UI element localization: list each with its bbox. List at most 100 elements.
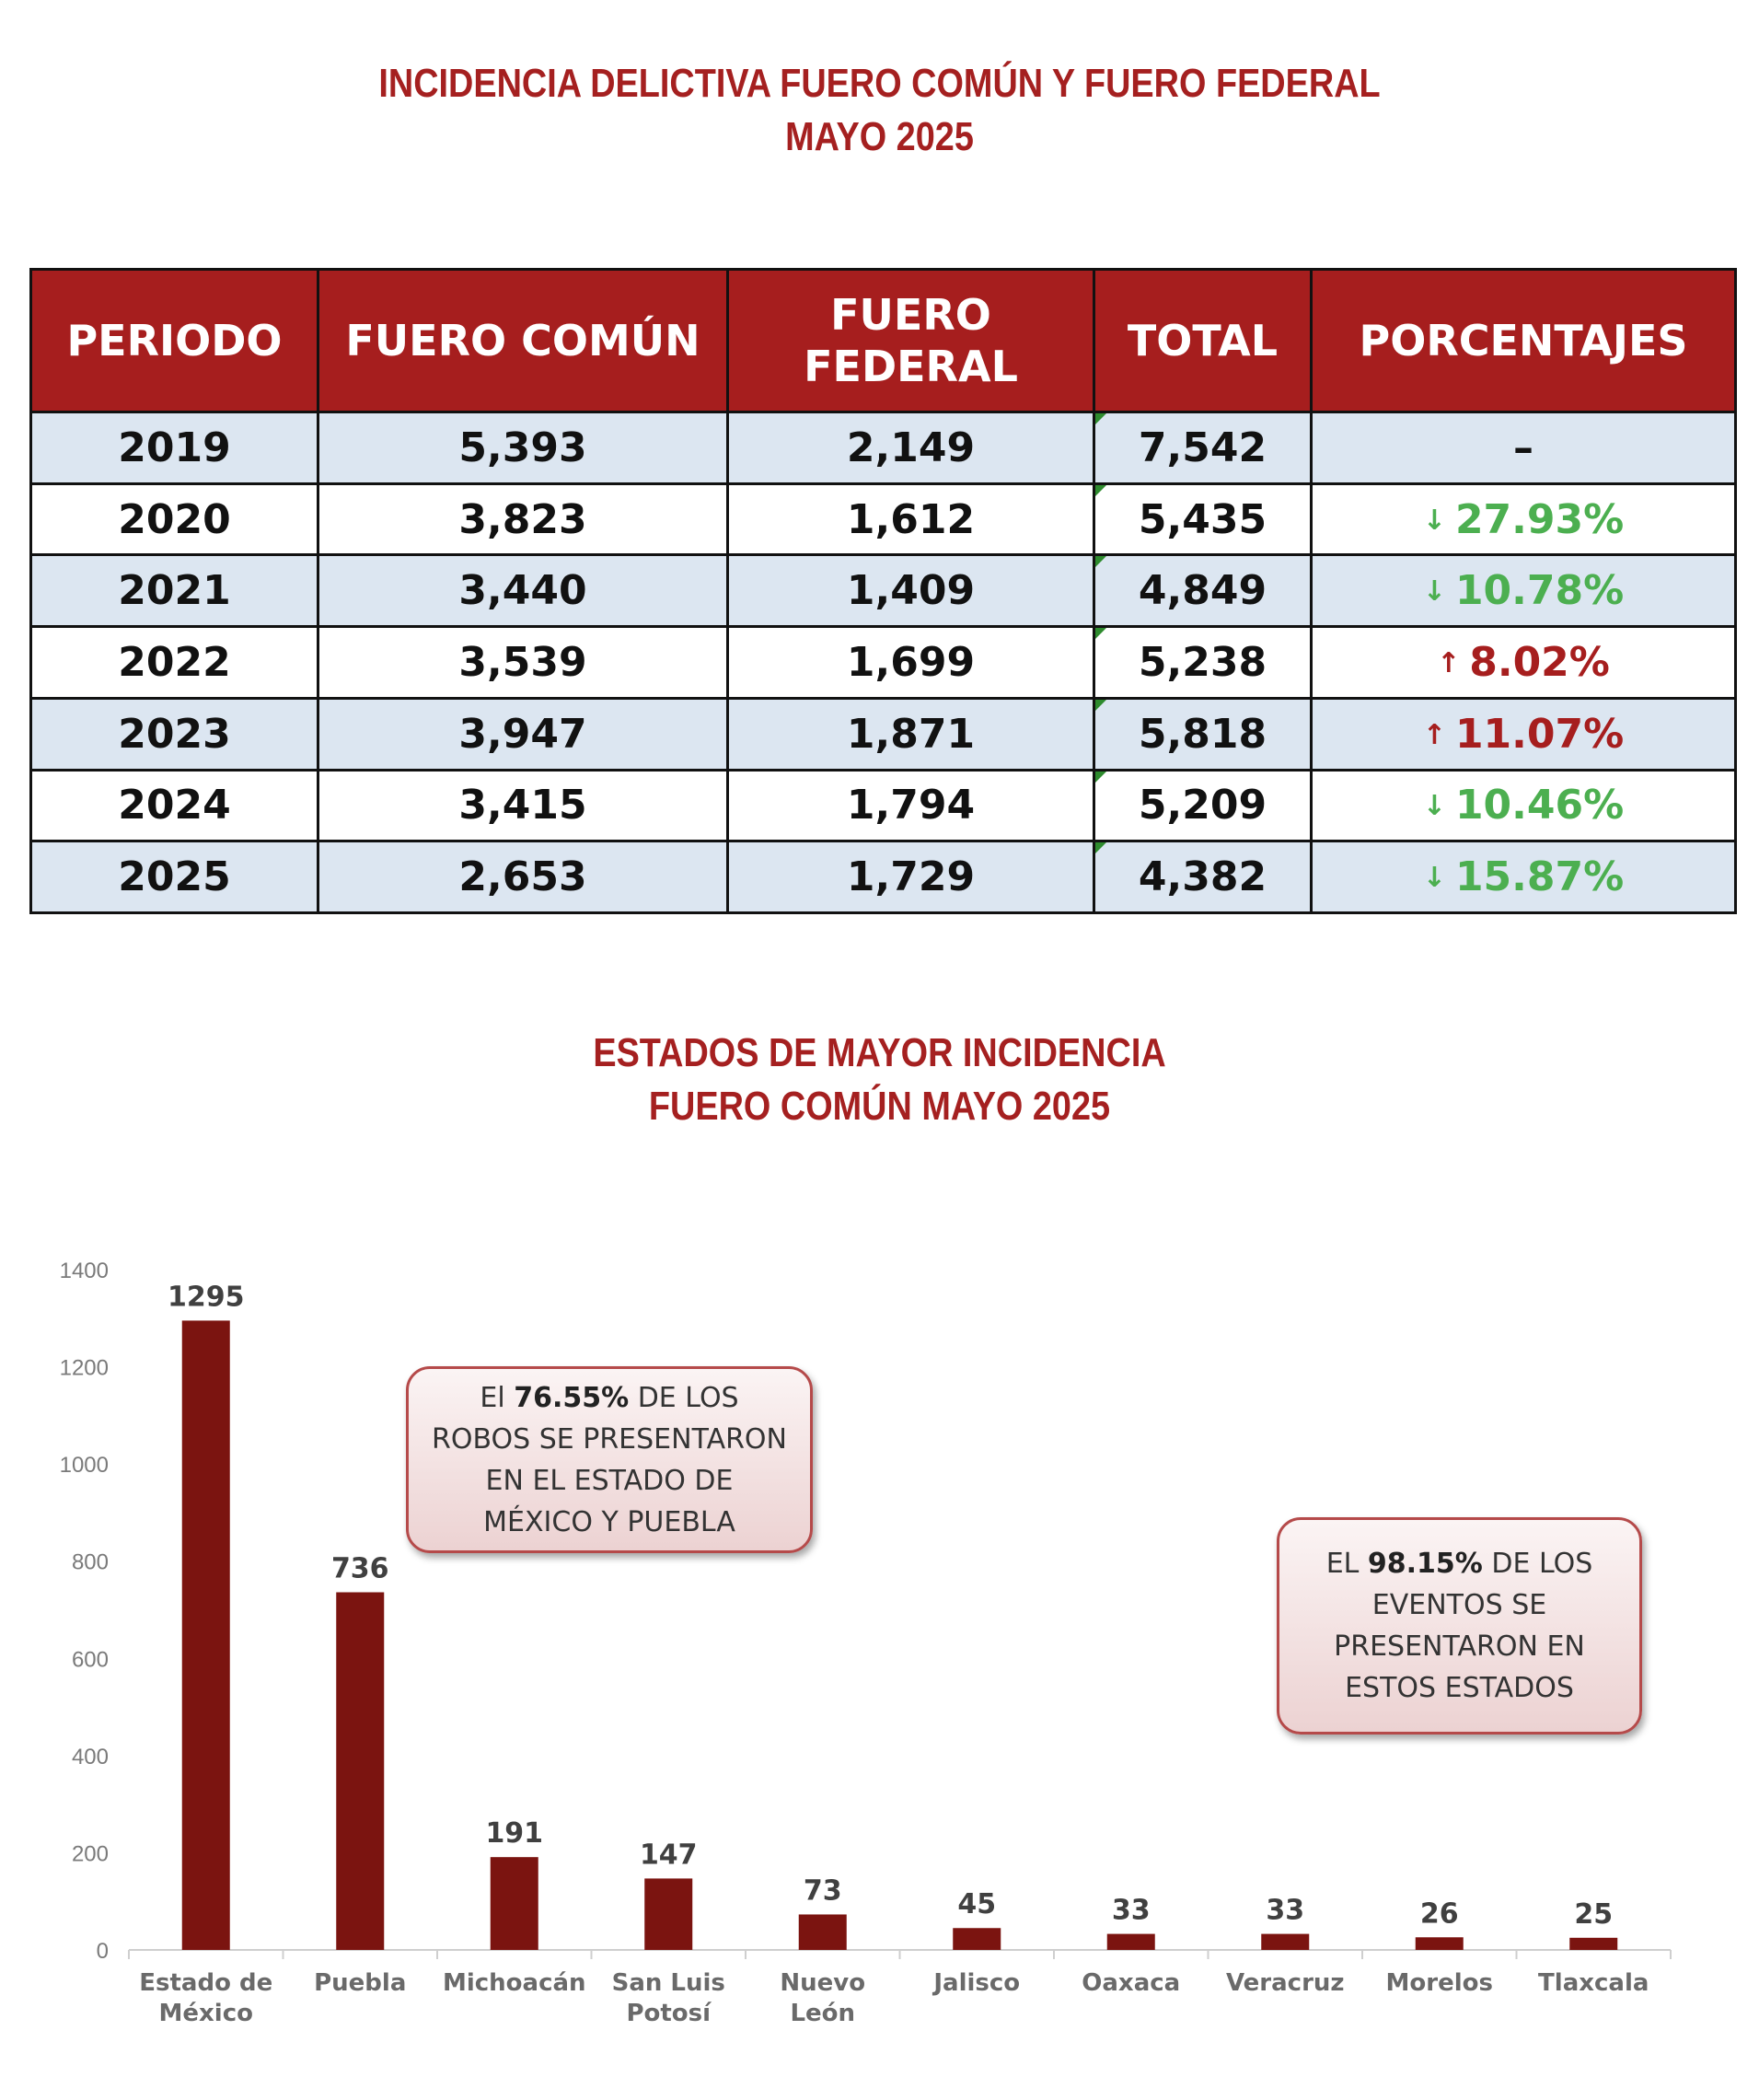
bar xyxy=(181,1320,230,1950)
bar xyxy=(798,1914,847,1950)
x-tick-label-line: San Luis xyxy=(612,1969,725,1997)
bar-chart: 0 200 400 600 800 1000 1200 1400 1295 Estado de Mé… xyxy=(60,1259,1672,2027)
callout-robos-pre: El xyxy=(480,1381,515,1414)
cell-total: 5,818 xyxy=(1093,696,1313,772)
x-tick-label: Michoacán xyxy=(443,1969,586,1997)
cell-porcentaje: ↓ 10.46% xyxy=(1310,768,1737,843)
x-tick-label: Estado de México xyxy=(139,1969,272,2027)
x-tick-label: Morelos xyxy=(1386,1969,1493,1997)
cell-total-value: 5,238 xyxy=(1138,638,1267,686)
table-row: 2022 3,539 1,699 5,238 ↑ 8.02% xyxy=(29,625,1737,700)
table-row: 2025 2,653 1,729 4,382 ↓ 15.87% xyxy=(29,840,1737,914)
callout-robos-pct: 76.55% xyxy=(514,1381,630,1414)
cell-porcentaje: ↓ 27.93% xyxy=(1310,481,1737,557)
table-row: 2020 3,823 1,612 5,435 ↓ 27.93% xyxy=(29,481,1737,557)
col-header-total: TOTAL xyxy=(1093,268,1313,413)
x-tick-label-line: México xyxy=(159,2000,253,2027)
cell-fuero-federal: 1,871 xyxy=(726,696,1095,772)
cell-fuero-federal: 1,699 xyxy=(726,625,1095,700)
y-tick-label: 1000 xyxy=(60,1453,109,1478)
cell-total: 5,209 xyxy=(1093,768,1313,843)
cell-porcentaje: – xyxy=(1310,411,1737,485)
cell-total: 4,849 xyxy=(1093,553,1313,629)
cell-fuero-comun: 3,539 xyxy=(317,625,729,700)
cell-porcentaje-value: 8.02% xyxy=(1469,638,1610,686)
cell-periodo: 2024 xyxy=(29,768,319,843)
x-tick-label-line: Estado de xyxy=(139,1969,272,1997)
bar-value-label: 33 xyxy=(1266,1895,1304,1927)
x-tick-label: San Luis Potosí xyxy=(612,1969,725,2027)
cell-total-value: 4,382 xyxy=(1138,853,1267,901)
callout-eventos-post: DE LOS EVENTOS SE PRESENTARON EN ESTOS E… xyxy=(1334,1548,1593,1704)
cell-porcentaje: ↓ 15.87% xyxy=(1310,840,1737,914)
x-tick-label: Nuevo León xyxy=(780,1969,865,2027)
callout-robos-post: DE LOS ROBOS SE PRESENTARON EN EL ESTADO… xyxy=(432,1381,787,1538)
chart-title-line1: ESTADOS DE MAYOR INCIDENCIA xyxy=(593,1030,1166,1075)
x-tick-label: Tlaxcala xyxy=(1538,1969,1649,1997)
chart-title: ESTADOS DE MAYOR INCIDENCIA FUERO COMÚN … xyxy=(123,1027,1636,1133)
y-tick-label: 600 xyxy=(72,1647,109,1672)
cell-marker xyxy=(1095,699,1106,711)
col-header-fuero-comun: FUERO COMÚN xyxy=(317,268,729,413)
callout-robos: El 76.55% DE LOS ROBOS SE PRESENTARON EN… xyxy=(406,1366,813,1553)
bar-value-label: 147 xyxy=(640,1839,698,1871)
x-tick-label: Jalisco xyxy=(932,1969,1020,1997)
y-tick-label: 800 xyxy=(72,1550,109,1575)
callout-eventos-pre: EL xyxy=(1325,1548,1368,1580)
callout-eventos-pct: 98.15% xyxy=(1367,1548,1483,1580)
table-row: 2019 5,393 2,149 7,542 – xyxy=(29,411,1737,485)
bar-value-label: 1295 xyxy=(168,1281,245,1313)
arrow-down-icon: ↓ xyxy=(1422,862,1446,895)
x-tick-label: Puebla xyxy=(314,1969,406,1997)
cell-porcentaje-value: 10.46% xyxy=(1454,782,1625,830)
cell-fuero-comun: 3,823 xyxy=(317,481,729,557)
x-tick-label: Oaxaca xyxy=(1082,1969,1180,1997)
bar-value-label: 73 xyxy=(804,1874,842,1907)
bar xyxy=(336,1592,385,1950)
cell-periodo: 2025 xyxy=(29,840,319,914)
cell-porcentaje-value: – xyxy=(1513,423,1533,471)
x-tick-label-line: Oaxaca xyxy=(1082,1969,1180,1997)
cell-periodo: 2020 xyxy=(29,481,319,557)
bar-value-label: 736 xyxy=(331,1552,389,1584)
x-tick-label-line: León xyxy=(790,2000,855,2027)
cell-periodo: 2021 xyxy=(29,553,319,629)
table-row: 2021 3,440 1,409 4,849 ↓ 10.78% xyxy=(29,553,1737,629)
y-tick-label: 400 xyxy=(72,1745,109,1769)
y-tick-label: 1200 xyxy=(60,1356,109,1381)
incidence-table: PERIODO FUERO COMÚN FUERO FEDERAL TOTAL … xyxy=(29,268,1737,914)
x-tick-label: Veracruz xyxy=(1226,1969,1345,1997)
cell-porcentaje-value: 27.93% xyxy=(1454,495,1625,543)
col-header-fuero-federal: FUERO FEDERAL xyxy=(726,268,1095,413)
cell-fuero-comun: 3,415 xyxy=(317,768,729,843)
bar-value-label: 25 xyxy=(1574,1898,1613,1931)
cell-periodo: 2022 xyxy=(29,625,319,700)
table-row: 2023 3,947 1,871 5,818 ↑ 11.07% xyxy=(29,696,1737,772)
col-header-periodo: PERIODO xyxy=(29,268,319,413)
cell-fuero-comun: 5,393 xyxy=(317,411,729,485)
table-header-row: PERIODO FUERO COMÚN FUERO FEDERAL TOTAL … xyxy=(29,268,1737,413)
arrow-down-icon: ↓ xyxy=(1422,575,1446,609)
cell-marker xyxy=(1095,484,1106,496)
cell-fuero-federal: 2,149 xyxy=(726,411,1095,485)
cell-marker xyxy=(1095,628,1106,640)
cell-marker xyxy=(1095,556,1106,568)
col-header-porcentajes: PORCENTAJES xyxy=(1310,268,1737,413)
report-title: INCIDENCIA DELICTIVA FUERO COMÚN Y FUERO… xyxy=(123,57,1636,164)
cell-fuero-comun: 3,947 xyxy=(317,696,729,772)
bar-value-label: 191 xyxy=(485,1817,543,1850)
bar xyxy=(490,1857,538,1950)
cell-fuero-federal: 1,729 xyxy=(726,840,1095,914)
cell-total-value: 4,849 xyxy=(1138,567,1267,615)
bar xyxy=(644,1878,693,1950)
arrow-down-icon: ↓ xyxy=(1422,790,1446,823)
cell-marker xyxy=(1095,771,1106,783)
cell-fuero-federal: 1,794 xyxy=(726,768,1095,843)
x-tick-label-line: Tlaxcala xyxy=(1538,1969,1649,1997)
cell-porcentaje-value: 10.78% xyxy=(1454,567,1625,615)
table-row: 2024 3,415 1,794 5,209 ↓ 10.46% xyxy=(29,768,1737,843)
cell-periodo: 2019 xyxy=(29,411,319,485)
bar-value-label: 45 xyxy=(957,1888,996,1920)
cell-porcentaje: ↑ 11.07% xyxy=(1310,696,1737,772)
cell-total-value: 5,818 xyxy=(1138,710,1267,758)
